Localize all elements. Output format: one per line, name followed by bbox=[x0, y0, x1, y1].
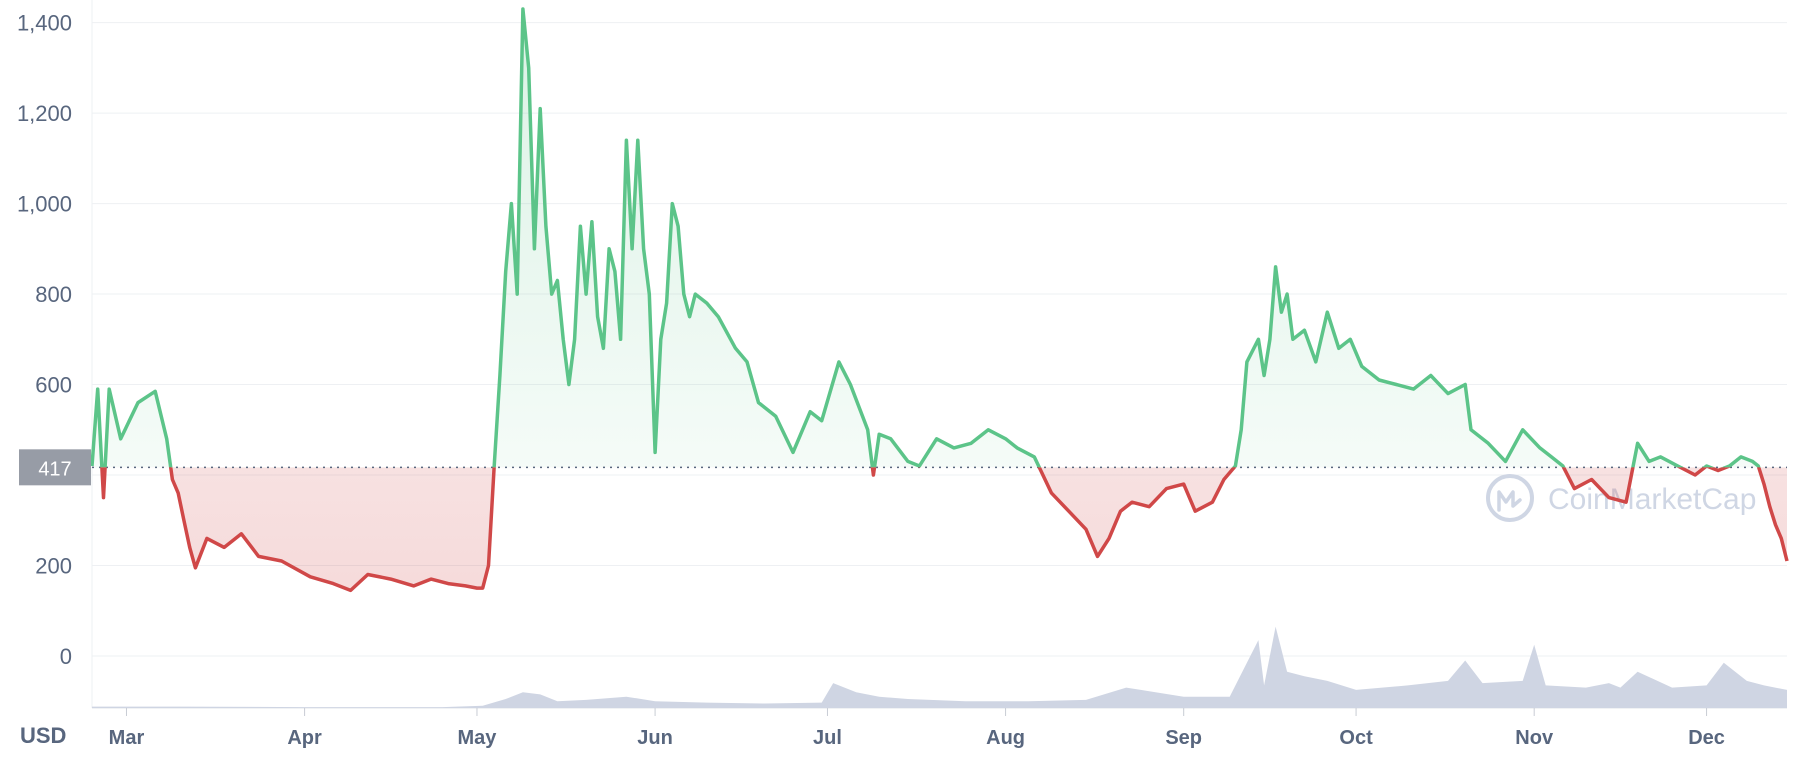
y-tick-label: 800 bbox=[35, 282, 72, 307]
x-tick-label: Apr bbox=[287, 727, 322, 749]
y-tick-label: 600 bbox=[35, 373, 72, 398]
price-line-above-reference bbox=[90, 7, 1761, 468]
x-tick-label: Nov bbox=[1515, 727, 1554, 749]
y-tick-label: 1,400 bbox=[17, 11, 72, 36]
volume-area bbox=[92, 626, 1787, 708]
y-tick-label: 1,200 bbox=[17, 101, 72, 126]
y-gridlines bbox=[91, 0, 1787, 709]
price-line-below-reference bbox=[100, 467, 1789, 593]
coinmarketcap-logo-icon bbox=[1486, 474, 1534, 522]
watermark: CoinMarketCap bbox=[1486, 474, 1756, 522]
y-tick-label: 0 bbox=[60, 644, 72, 669]
area-fill-above-reference bbox=[92, 9, 1787, 468]
y-tick-label: 200 bbox=[35, 553, 72, 578]
reference-value-label: 417 bbox=[38, 458, 71, 480]
x-tick-label: Jun bbox=[637, 727, 673, 749]
x-tick-label: Dec bbox=[1688, 727, 1725, 749]
x-axis: Mar Apr May Jun Jul Aug Sep Oct Nov Dec bbox=[109, 708, 1725, 749]
watermark-text: CoinMarketCap bbox=[1548, 483, 1756, 516]
volume-series bbox=[92, 626, 1787, 708]
x-tick-label: Oct bbox=[1339, 727, 1373, 749]
x-tick-label: Aug bbox=[986, 727, 1025, 749]
y-tick-label: 1,000 bbox=[17, 192, 72, 217]
x-tick-label: Jul bbox=[813, 727, 842, 749]
x-tick-label: Mar bbox=[109, 727, 145, 749]
area-fill-below-reference bbox=[101, 467, 1787, 591]
x-tick-label: Sep bbox=[1165, 727, 1202, 749]
reference-badge: 417 bbox=[19, 449, 91, 486]
x-tick-label: May bbox=[458, 727, 498, 749]
currency-label: USD bbox=[20, 723, 66, 748]
